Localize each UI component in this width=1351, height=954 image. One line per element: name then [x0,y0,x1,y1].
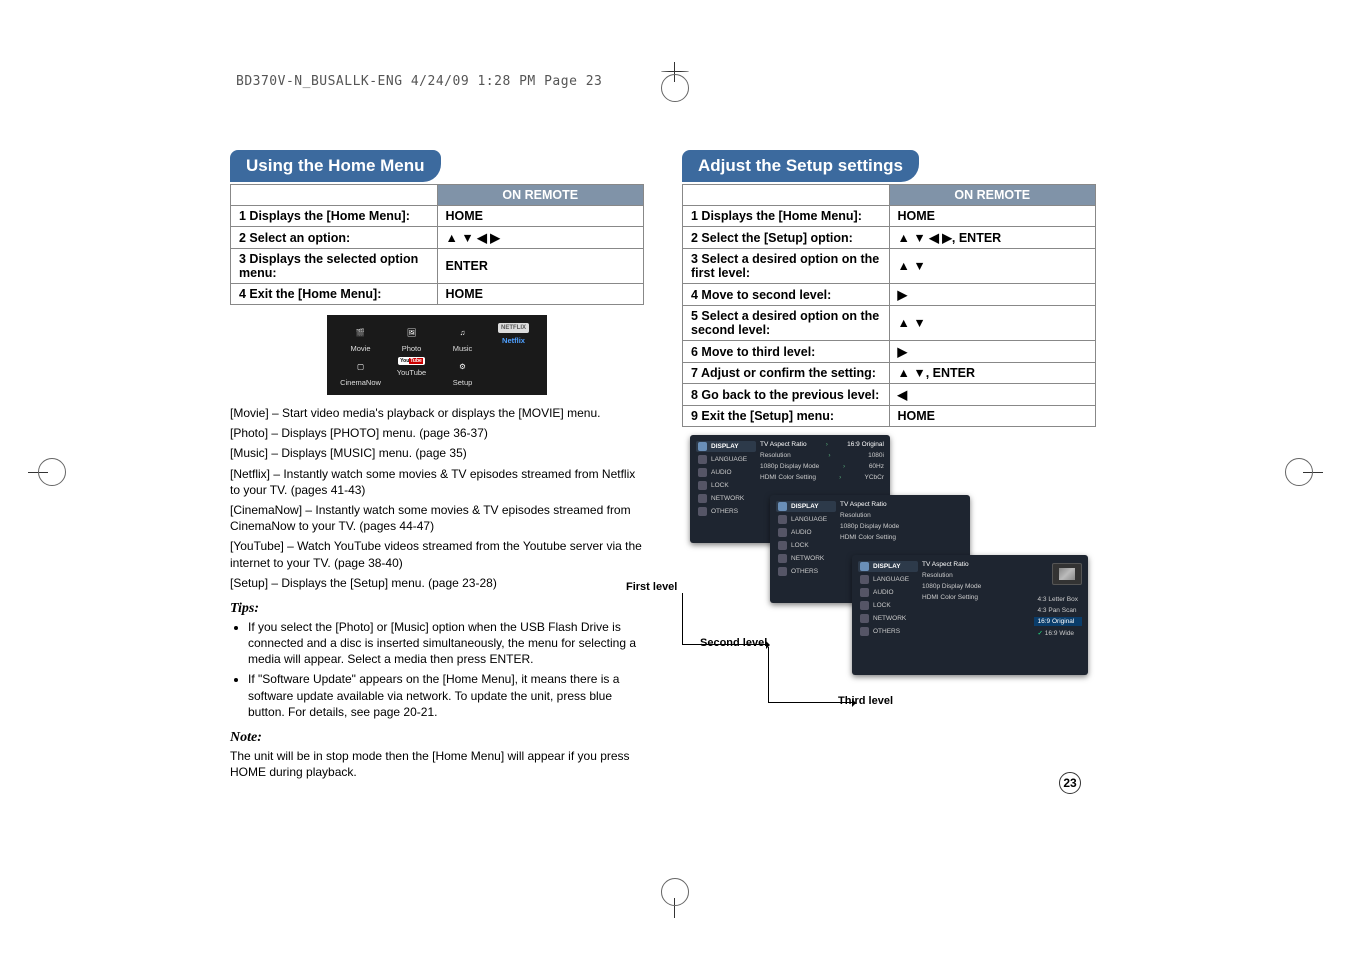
table-row: 2 Select an option: [231,227,438,249]
table-row: 3 Displays the selected option menu: [231,249,438,284]
remote-cell: HOME [437,284,644,305]
setup-sidebar-item: LOCK [696,480,756,491]
remote-cell: HOME [889,406,1096,427]
table-row: 9 Exit the [Setup] menu: [683,406,890,427]
setup-table: ON REMOTE 1 Displays the [Home Menu]:HOM… [682,184,1096,427]
page-number: 23 [1059,772,1081,794]
remote-cell: ENTER [437,249,644,284]
setup-sidebar-item: AUDIO [696,467,756,478]
setup-sidebar-item: NETWORK [858,613,918,624]
tips-heading: Tips: [230,601,644,617]
setup-sidebar-item: LANGUAGE [858,574,918,585]
page-content: Using the Home Menu ON REMOTE 1 Displays… [230,150,1121,780]
setup-sidebar-item: OTHERS [776,566,836,577]
right-column: Adjust the Setup settings ON REMOTE 1 Di… [682,150,1096,780]
table-row: 7 Adjust or confirm the setting: [683,363,890,384]
setup-sidebar-item: LOCK [776,540,836,551]
remote-cell: ◀ [889,384,1096,406]
section-title-setup: Adjust the Setup settings [682,150,919,182]
home-menu-item: 🖼Photo [388,323,435,353]
setup-sidebar-item: AUDIO [858,587,918,598]
setup-sidebar-item: DISPLAY [858,561,918,572]
crop-mark-left [36,456,68,488]
description-line: [YouTube] – Watch YouTube videos streame… [230,538,644,570]
table-row: 5 Select a desired option on the second … [683,306,890,341]
crop-mark-right [1283,456,1315,488]
left-column: Using the Home Menu ON REMOTE 1 Displays… [230,150,644,780]
table-row: 6 Move to third level: [683,341,890,363]
remote-cell: ▲ ▼ [889,249,1096,284]
setup-sidebar-item: AUDIO [776,527,836,538]
remote-header: ON REMOTE [437,185,644,206]
home-menu-item: ⚙Setup [439,357,486,387]
setup-panel-third: DISPLAYLANGUAGEAUDIOLOCKNETWORKOTHERS TV… [852,555,1088,675]
table-row: 4 Exit the [Home Menu]: [231,284,438,305]
remote-cell: ▶ [889,341,1096,363]
setup-sidebar-item: DISPLAY [776,501,836,512]
note-heading: Note: [230,730,644,746]
table-row: 1 Displays the [Home Menu]: [231,206,438,227]
setup-sidebar-item: LANGUAGE [776,514,836,525]
tip-item: If "Software Update" appears on the [Hom… [248,671,644,720]
arrow-line [682,593,683,645]
remote-cell: ▲ ▼ ◀ ▶, ENTER [889,227,1096,249]
home-menu-item: YouTubeYouTube [388,357,435,387]
table-row: 4 Move to second level: [683,284,890,306]
page-header-text: BD370V-N_BUSALLK-ENG 4/24/09 1:28 PM Pag… [236,74,602,89]
tips-list: If you select the [Photo] or [Music] opt… [230,619,644,720]
remote-header: ON REMOTE [889,185,1096,206]
third-level-label: Third level [838,695,893,707]
table-row: 2 Select the [Setup] option: [683,227,890,249]
first-level-label: First level [626,581,677,593]
home-menu-item: ♫Music [439,323,486,353]
setup-sidebar-item: DISPLAY [696,441,756,452]
setup-sidebar-item: NETWORK [776,553,836,564]
remote-cell: ▲ ▼ ◀ ▶ [437,227,644,249]
home-menu-grid: 🎬Movie🖼Photo♫MusicNETFLIXNetflix ▢CinemaN… [327,315,547,395]
arrow-line [768,647,769,703]
home-menu-item: NETFLIXNetflix [490,323,537,353]
description-line: [Netflix] – Instantly watch some movies … [230,466,644,498]
crop-mark-top [659,70,691,102]
remote-cell: HOME [437,206,644,227]
home-menu-descriptions: [Movie] – Start video media's playback o… [230,405,644,591]
tip-item: If you select the [Photo] or [Music] opt… [248,619,644,668]
home-menu-table: ON REMOTE 1 Displays the [Home Menu]:HOM… [230,184,644,305]
table-row: 1 Displays the [Home Menu]: [683,206,890,227]
description-line: [Photo] – Displays [PHOTO] menu. (page 3… [230,425,644,441]
table-row: 3 Select a desired option on the first l… [683,249,890,284]
table-row: 8 Go back to the previous level: [683,384,890,406]
crop-mark-bottom [659,878,691,910]
home-menu-item: ▢CinemaNow [337,357,384,387]
setup-levels-diagram: DISPLAYLANGUAGEAUDIOLOCKNETWORKOTHERS TV… [682,435,1096,725]
setup-sidebar-item: OTHERS [696,506,756,517]
remote-cell: ▲ ▼, ENTER [889,363,1096,384]
section-title-home: Using the Home Menu [230,150,441,182]
remote-cell: HOME [889,206,1096,227]
description-line: [Movie] – Start video media's playback o… [230,405,644,421]
description-line: [CinemaNow] – Instantly watch some movie… [230,502,644,534]
setup-sidebar-item: LOCK [858,600,918,611]
note-text: The unit will be in stop mode then the [… [230,748,644,780]
home-menu-item: 🎬Movie [337,323,384,353]
description-line: [Music] – Displays [MUSIC] menu. (page 3… [230,445,644,461]
preview-thumb-icon [1052,563,1082,585]
setup-sidebar-item: OTHERS [858,626,918,637]
setup-sidebar-item: NETWORK [696,493,756,504]
second-level-label: Second level [700,637,767,649]
description-line: [Setup] – Displays the [Setup] menu. (pa… [230,575,644,591]
setup-sidebar-item: LANGUAGE [696,454,756,465]
remote-cell: ▲ ▼ [889,306,1096,341]
remote-cell: ▶ [889,284,1096,306]
